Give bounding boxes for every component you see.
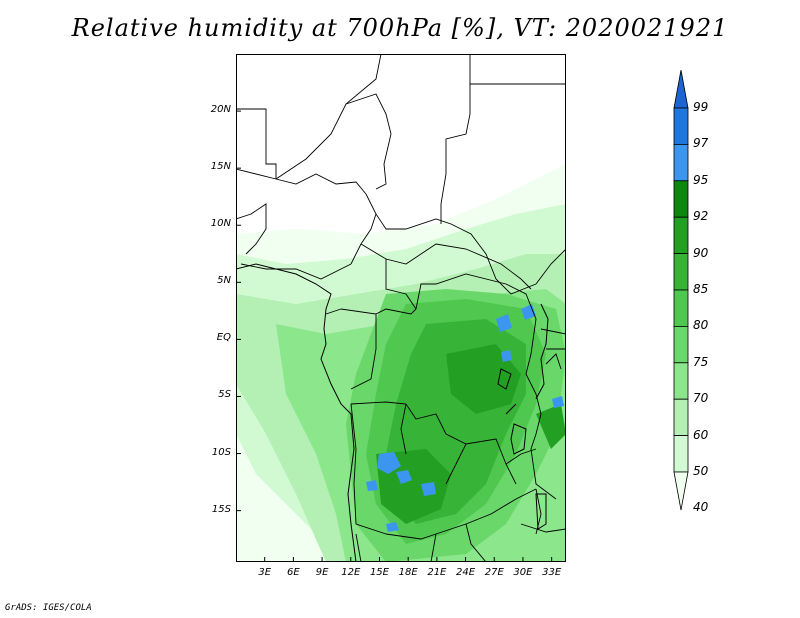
rh-95-patch-8 bbox=[552, 396, 564, 408]
colorbar-label: 70 bbox=[693, 391, 709, 406]
colorbar-label: 50 bbox=[693, 464, 709, 478]
colorbar bbox=[673, 70, 689, 511]
axis-ticks bbox=[236, 110, 553, 562]
lon-label: 9E bbox=[315, 567, 329, 578]
rh-90-region-a bbox=[446, 344, 521, 414]
lon-label: 33E bbox=[542, 567, 562, 578]
lat-label: 15N bbox=[210, 161, 231, 173]
map-title: Relative humidity at 700hPa [%], VT: 202… bbox=[71, 14, 729, 42]
colorbar-segment bbox=[673, 107, 689, 145]
colorbar-segment bbox=[673, 216, 689, 254]
lon-label: 24E bbox=[456, 567, 476, 578]
humidity-map bbox=[236, 54, 566, 562]
rh-95-patch-3 bbox=[421, 482, 436, 496]
rh-95-patch-4 bbox=[366, 480, 378, 491]
colorbar-label: 75 bbox=[693, 354, 709, 369]
rh-90-region-c bbox=[536, 404, 566, 449]
lon-label: 18E bbox=[398, 567, 418, 578]
colorbar-label: 80 bbox=[693, 318, 709, 333]
country-borders bbox=[236, 54, 566, 562]
colorbar-segment bbox=[673, 325, 689, 364]
colorbar-segment bbox=[673, 289, 689, 327]
lon-label: 6E bbox=[287, 567, 300, 578]
lon-label: 27E bbox=[484, 567, 504, 578]
coastlines bbox=[236, 263, 549, 562]
lat-label: 20N bbox=[210, 104, 231, 116]
rh-95-patch-2 bbox=[396, 470, 412, 484]
colorbar-segment bbox=[673, 362, 689, 400]
rh-95-patch-9 bbox=[386, 522, 399, 532]
colorbar-segment bbox=[673, 253, 689, 291]
colorbar-segment bbox=[673, 180, 689, 218]
rh-95-patch-5 bbox=[496, 314, 512, 332]
lat-label: 10N bbox=[210, 218, 231, 230]
rh-95-patch-6 bbox=[521, 304, 536, 320]
colorbar-segment bbox=[673, 398, 689, 437]
lon-label: 3E bbox=[258, 567, 272, 578]
lon-label: 21E bbox=[427, 567, 447, 578]
colorbar-label: 90 bbox=[693, 245, 709, 260]
colorbar-segment bbox=[673, 435, 689, 473]
lat-label: 5N bbox=[217, 275, 231, 287]
colorbar-label: 92 bbox=[693, 209, 709, 224]
map-border bbox=[236, 54, 566, 562]
colorbar-label: 60 bbox=[693, 427, 709, 442]
colorbar-segment bbox=[673, 70, 689, 109]
lon-label: 12E bbox=[341, 567, 361, 578]
humidity-field bbox=[236, 164, 566, 562]
rh-95-patch-7 bbox=[501, 350, 512, 362]
colorbar-label: 95 bbox=[693, 172, 709, 187]
lat-label: 15S bbox=[211, 503, 231, 515]
colorbar-segment bbox=[673, 144, 689, 182]
lon-label: 15E bbox=[369, 567, 389, 578]
grads-credit: GrADS: IGES/COLA bbox=[5, 603, 92, 613]
lat-label: EQ bbox=[216, 332, 231, 344]
lat-label: 5S bbox=[218, 389, 231, 401]
colorbar-label: 99 bbox=[693, 100, 709, 114]
colorbar-label: 97 bbox=[693, 136, 709, 151]
colorbar-label: 85 bbox=[693, 282, 709, 296]
colorbar-segment bbox=[673, 471, 689, 511]
lat-label: 10S bbox=[211, 446, 231, 458]
rh-95-patch-1 bbox=[377, 452, 401, 474]
lon-label: 30E bbox=[513, 567, 533, 578]
colorbar-label: 40 bbox=[693, 500, 709, 515]
